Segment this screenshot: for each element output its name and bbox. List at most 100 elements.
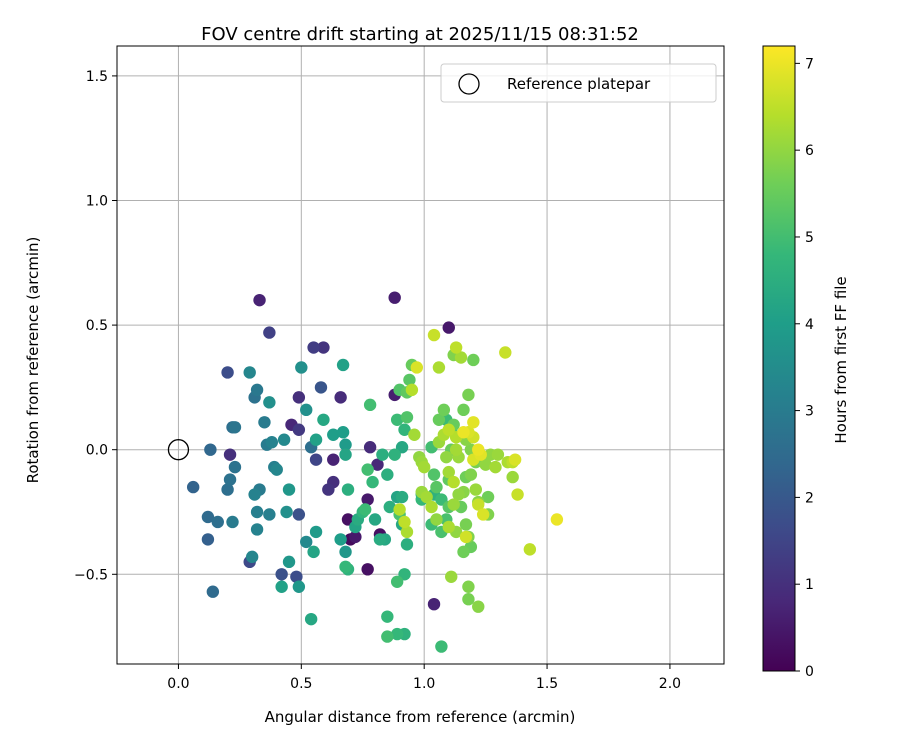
grid bbox=[117, 46, 724, 664]
data-point bbox=[376, 448, 389, 461]
data-point bbox=[221, 483, 234, 496]
data-point bbox=[228, 421, 242, 434]
data-point bbox=[290, 570, 303, 583]
data-point bbox=[253, 293, 266, 307]
data-point bbox=[309, 525, 323, 539]
data-point bbox=[307, 545, 320, 559]
data-point bbox=[245, 550, 259, 564]
data-point bbox=[435, 640, 448, 653]
data-point bbox=[430, 513, 443, 526]
data-point bbox=[472, 498, 485, 511]
data-point bbox=[447, 475, 460, 489]
data-point bbox=[292, 580, 306, 593]
data-point bbox=[417, 460, 431, 474]
data-point bbox=[339, 448, 352, 461]
data-point bbox=[317, 413, 330, 426]
data-point bbox=[454, 351, 468, 364]
colorbar-gradient bbox=[762, 45, 796, 672]
data-point bbox=[425, 500, 438, 514]
data-point bbox=[280, 505, 293, 519]
data-point bbox=[307, 341, 320, 354]
data-point bbox=[221, 366, 234, 379]
x-tick-label: 1.0 bbox=[413, 676, 435, 692]
y-tick-label: 1.0 bbox=[86, 194, 108, 210]
y-axis-ticks: −0.5 0.0 0.5 1.0 1.5 bbox=[74, 69, 117, 583]
data-point bbox=[523, 543, 537, 556]
data-point bbox=[388, 448, 401, 461]
data-point bbox=[248, 488, 261, 501]
data-point bbox=[462, 388, 475, 402]
x-tick-label: 1.5 bbox=[536, 676, 558, 692]
data-point bbox=[550, 513, 564, 526]
data-point bbox=[447, 498, 460, 511]
data-point bbox=[361, 493, 374, 506]
data-point bbox=[317, 341, 330, 354]
data-point bbox=[363, 441, 377, 454]
data-point bbox=[459, 530, 473, 544]
data-point bbox=[459, 518, 473, 531]
colorbar-tick-label: 7 bbox=[805, 56, 814, 72]
data-point bbox=[363, 398, 377, 412]
data-point bbox=[390, 575, 404, 588]
data-point bbox=[427, 328, 441, 342]
data-point bbox=[476, 508, 490, 521]
data-point bbox=[481, 490, 495, 504]
y-tick-label: 0.5 bbox=[86, 318, 108, 334]
data-point bbox=[442, 321, 455, 334]
x-tick-label: 2.0 bbox=[659, 676, 681, 692]
data-point bbox=[282, 483, 296, 496]
data-point bbox=[336, 426, 350, 439]
data-point bbox=[309, 453, 323, 466]
legend-reference-icon bbox=[458, 73, 480, 95]
data-point bbox=[201, 510, 215, 524]
data-point bbox=[449, 341, 463, 354]
data-point bbox=[371, 458, 384, 471]
colorbar-tick-label: 4 bbox=[805, 317, 814, 333]
data-point bbox=[292, 508, 306, 521]
data-point bbox=[442, 423, 455, 436]
colorbar-tick-label: 2 bbox=[805, 490, 814, 506]
data-point bbox=[479, 458, 492, 471]
data-point bbox=[327, 453, 340, 466]
data-point bbox=[250, 505, 264, 519]
colorbar-tick-label: 1 bbox=[805, 577, 814, 593]
colorbar-tick-label: 0 bbox=[805, 664, 814, 680]
data-point bbox=[228, 460, 242, 474]
data-point bbox=[499, 346, 512, 359]
legend-box bbox=[440, 63, 717, 103]
data-point bbox=[300, 535, 313, 549]
x-tick-label: 0.5 bbox=[290, 676, 312, 692]
data-point bbox=[405, 383, 419, 397]
data-point bbox=[383, 500, 396, 514]
data-point bbox=[339, 438, 352, 451]
data-point bbox=[445, 570, 458, 583]
plot-frame bbox=[116, 45, 725, 665]
y-tick-label: 1.5 bbox=[86, 69, 108, 85]
data-point bbox=[452, 488, 465, 501]
data-point bbox=[449, 443, 463, 456]
data-point bbox=[263, 396, 276, 409]
data-point bbox=[206, 585, 220, 598]
data-point bbox=[359, 503, 372, 516]
data-point bbox=[508, 453, 522, 466]
data-point bbox=[400, 411, 414, 424]
data-point bbox=[462, 593, 475, 606]
chart-title: FOV centre drift starting at 2025/11/15 … bbox=[201, 24, 639, 45]
data-point bbox=[400, 538, 414, 551]
data-point bbox=[201, 533, 215, 546]
data-point bbox=[243, 366, 256, 379]
data-point bbox=[472, 443, 485, 456]
data-point bbox=[467, 353, 480, 367]
data-point bbox=[437, 403, 451, 417]
data-point bbox=[336, 358, 350, 372]
data-point bbox=[440, 450, 453, 464]
data-point bbox=[258, 416, 271, 429]
data-point bbox=[472, 600, 485, 613]
data-point bbox=[430, 480, 443, 494]
data-point bbox=[304, 612, 318, 626]
legend-reference-label: Reference platepar bbox=[507, 75, 651, 93]
data-point bbox=[292, 391, 306, 404]
data-point bbox=[457, 545, 470, 559]
data-point bbox=[282, 555, 296, 569]
